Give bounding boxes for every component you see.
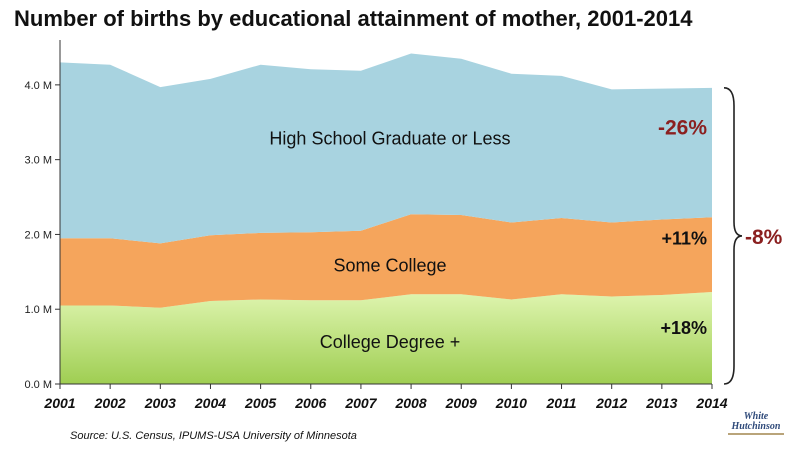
x-tick-label: 2004 xyxy=(194,395,226,411)
logo-swoosh xyxy=(728,433,784,435)
x-tick-label: 2012 xyxy=(595,395,627,411)
y-tick-label: 0.0 M xyxy=(24,379,52,391)
source-note: Source: U.S. Census, IPUMS-USA Universit… xyxy=(70,430,357,442)
chart-title: Number of births by educational attainme… xyxy=(14,6,693,31)
label-some-college: Some College xyxy=(333,255,446,275)
y-tick-label: 4.0 M xyxy=(24,80,52,92)
x-tick-label: 2009 xyxy=(445,395,477,411)
x-tick-label: 2010 xyxy=(495,395,527,411)
x-tick-label: 2013 xyxy=(645,395,677,411)
x-tick-label: 2001 xyxy=(43,395,75,411)
x-tick-label: 2008 xyxy=(394,395,426,411)
total-brace xyxy=(723,87,743,385)
change-some-college: +11% xyxy=(661,229,707,249)
change-high-school: -26% xyxy=(658,117,707,140)
area-some-college xyxy=(60,214,712,308)
x-tick-label: 2003 xyxy=(144,395,176,411)
x-tick-label: 2006 xyxy=(294,395,326,411)
y-tick-label: 3.0 M xyxy=(24,155,52,167)
change-college-degree: +18% xyxy=(660,318,707,338)
y-tick-label: 2.0 M xyxy=(24,229,52,241)
x-tick-label: 2002 xyxy=(94,395,126,411)
x-tick-label: 2005 xyxy=(244,395,276,411)
y-tick-label: 1.0 M xyxy=(24,304,52,316)
area-high-school xyxy=(60,53,712,244)
label-college-degree: College Degree + xyxy=(320,332,461,352)
x-tick-label: 2011 xyxy=(545,395,576,411)
total-change-label: -8% xyxy=(745,226,783,249)
area-college-degree xyxy=(60,292,712,384)
logo-word-2: Hutchinson xyxy=(731,421,781,432)
logo-word-1: White xyxy=(743,411,769,422)
brand-logo: White Hutchinson xyxy=(722,412,790,448)
x-tick-label: 2014 xyxy=(695,395,727,411)
label-high-school: High School Graduate or Less xyxy=(269,129,510,149)
x-tick-label: 2007 xyxy=(344,395,377,411)
